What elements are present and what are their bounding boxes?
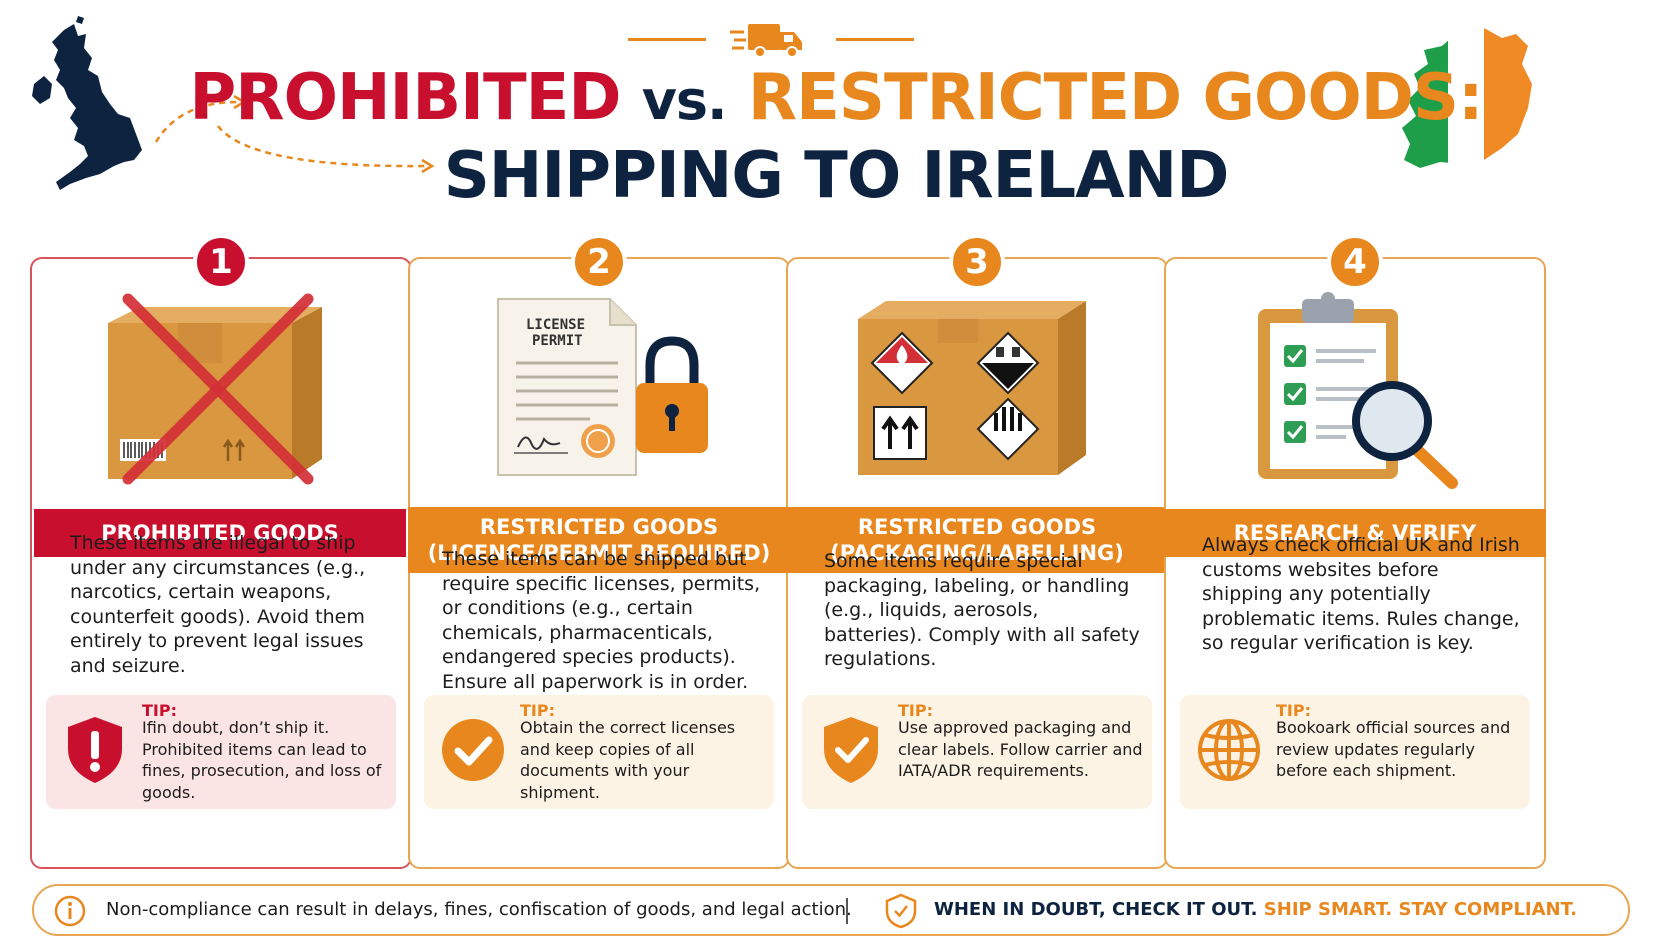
card-description: Always check official UK and Irish custo…: [1202, 534, 1520, 654]
tip-text: Use approved packaging and clear labels.…: [898, 718, 1143, 780]
tip-box: TIP: Use approved packaging and clear la…: [802, 695, 1152, 809]
card-title: PROHIBITED GOODS: [101, 521, 339, 545]
ireland-flag-map-icon: [1402, 28, 1532, 168]
tip-label: TIP:: [142, 701, 177, 720]
title-restricted-goods: RESTRICTED GOODS:: [747, 61, 1484, 135]
delivery-truck-icon: [730, 24, 802, 58]
card-prohibited-goods: 1 PROHIBITED GOODS These items are illeg…: [30, 234, 412, 869]
hazard-box-illustration: [858, 301, 1086, 475]
card-title-line-1: RESTRICTED GOODS: [857, 515, 1097, 539]
tip-label: TIP:: [1276, 701, 1311, 720]
title-prohibited: PROHIBITED: [189, 61, 621, 135]
footer-divider: [846, 898, 848, 924]
tip-text: Bookoark official sources and review upd…: [1276, 718, 1511, 780]
check-shield-icon: [824, 717, 878, 783]
header-decor-line-left: [628, 38, 706, 41]
card-description: Some items require special packaging, la…: [824, 550, 1140, 670]
footer-banner: Non-compliance can result in delays, fin…: [32, 884, 1630, 936]
step-number-badge: 4: [1327, 234, 1383, 290]
tip-text: Obtain the correct licenses and keep cop…: [520, 718, 736, 802]
tip-box: TIP: Obtain the correct licenses and kee…: [424, 695, 774, 809]
footer-slogan-part-2: SHIP SMART. STAY COMPLIANT.: [1263, 899, 1578, 920]
tip-box: TIP: Bookoark official sources and revie…: [1180, 695, 1530, 809]
tip-label: TIP:: [898, 701, 933, 720]
card-title-line-2: (LICENCE/PERMIT REQUIRED): [427, 541, 771, 565]
info-icon: [54, 895, 86, 927]
header-decor-line-right: [836, 38, 914, 41]
card-description: These items are illegal to ship under an…: [70, 532, 366, 677]
card-title-line-2: (PACKAGING/LABELLING): [830, 541, 1124, 565]
title-line-2: SHIPPING TO IRELAND: [443, 139, 1230, 213]
check-circle-icon: [442, 719, 504, 781]
document-heading-permit: PERMIT: [532, 333, 583, 349]
card-title-band: RESTRICTED GOODS (PACKAGING/LABELLING): [786, 507, 1168, 573]
tip-text: Ifin doubt, don’t ship it. Prohibited it…: [142, 718, 382, 802]
document-heading-license: LICENSE: [526, 317, 585, 333]
tip-label: TIP:: [520, 701, 555, 720]
card-restricted-licence: 2 LICENSE PERMIT RESTRICTED GOODS (LICEN…: [408, 234, 790, 869]
uk-map-icon: [32, 16, 142, 190]
globe-icon: [1198, 719, 1260, 781]
card-title-band: RESTRICTED GOODS (LICENCE/PERMIT REQUIRE…: [408, 507, 790, 573]
tip-box: TIP: Ifin doubt, don’t ship it. Prohibit…: [46, 695, 396, 809]
card-title: RESEARCH & VERIFY: [1233, 521, 1477, 545]
card-title-band: RESEARCH & VERIFY: [1164, 509, 1546, 557]
step-number-badge: 2: [571, 234, 627, 290]
card-research-verify: 4 RESEARCH & VERIFY Always check officia…: [1164, 234, 1546, 869]
footer-slogan: WHEN IN DOUBT, CHECK IT OUT. SHIP SMART.…: [934, 899, 1577, 920]
route-arrow-lower: [217, 125, 435, 174]
footer-warning-text: Non-compliance can result in delays, fin…: [106, 899, 852, 920]
card-title-line-1: RESTRICTED GOODS: [479, 515, 719, 539]
step-number-badge: 3: [949, 234, 1005, 290]
card-description: These items can be shipped but require s…: [442, 548, 761, 693]
clipboard-magnifier-illustration: [1258, 292, 1458, 489]
title-line-1: PROHIBITED vs. RESTRICTED GOODS:: [0, 62, 1672, 137]
crossed-out-box-illustration: [108, 293, 322, 485]
step-number-badge: 1: [193, 234, 249, 290]
footer-slogan-part-1: WHEN IN DOUBT, CHECK IT OUT.: [934, 899, 1258, 920]
warning-shield-icon: [68, 717, 122, 783]
title-vs: vs.: [641, 69, 728, 132]
card-title-band: PROHIBITED GOODS: [34, 509, 406, 557]
shield-check-icon: [885, 893, 917, 929]
route-arrow-upper: [154, 94, 247, 143]
card-restricted-packaging: 3: [786, 234, 1168, 869]
license-permit-illustration: LICENSE PERMIT: [497, 298, 708, 476]
